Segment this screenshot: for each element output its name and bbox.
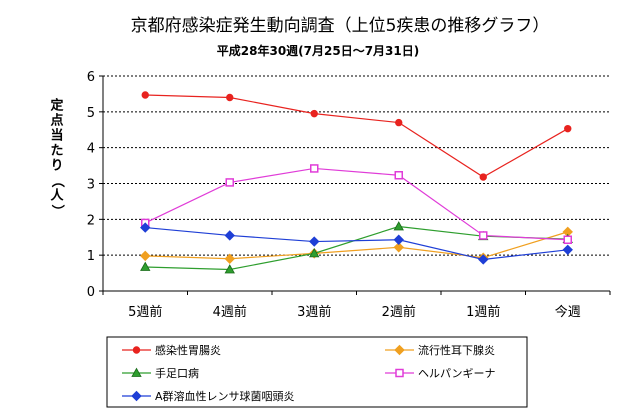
x-tick-label: 2週前 (382, 304, 416, 320)
series (140, 222, 573, 265)
y-tick-label: 0 (87, 285, 95, 300)
series (141, 91, 572, 181)
legend-label: ヘルパンギーナ (418, 367, 496, 380)
y-axis-label-char: （ (50, 174, 66, 187)
data-point (224, 253, 235, 264)
series-line (145, 226, 568, 261)
y-tick-label: 1 (87, 249, 95, 264)
data-point (564, 124, 572, 133)
y-axis-label-char: 人 (50, 188, 64, 204)
series (141, 164, 572, 245)
y-tick-label: 5 (87, 106, 95, 121)
legend-box (106, 336, 528, 408)
data-point (140, 250, 151, 262)
data-point (393, 242, 404, 253)
data-point (224, 264, 235, 274)
series (140, 226, 573, 264)
data-point (393, 234, 404, 245)
data-point (479, 231, 488, 240)
legend-swatch-marker (131, 390, 142, 402)
legend-label: 手足口病 (155, 366, 199, 380)
y-axis-label-char: 定 (49, 98, 63, 114)
chart-title: 京都府感染症発生動向調査（上位5疾患の推移グラフ） (131, 16, 550, 36)
series-line (144, 167, 568, 241)
y-axis-label-char: 当 (50, 128, 63, 144)
data-point (140, 222, 151, 233)
data-point (479, 173, 487, 181)
y-ticks: 0 1 2 3 4 5 6 (87, 70, 103, 300)
legend-swatch-marker (131, 367, 142, 377)
gridlines (103, 75, 610, 256)
data-point (310, 164, 319, 173)
y-axis-label-char: ） (50, 204, 66, 217)
data-point (226, 93, 234, 102)
series-line (145, 94, 569, 178)
chart-subtitle: 平成28年30週(7月25日～7月31日) (217, 43, 419, 58)
data-point (141, 91, 149, 99)
y-tick-label: 2 (87, 213, 95, 228)
data-point (562, 244, 573, 255)
y-tick-label: 4 (87, 142, 95, 157)
data-point (140, 261, 151, 271)
y-axis-label-char: た (50, 144, 63, 159)
x-tick-label: 3週前 (297, 304, 331, 320)
data-point (563, 235, 572, 245)
y-axis-label-char: り (50, 159, 63, 174)
x-ticks: 5週前 4週前 3週前 2週前 1週前 今週 (102, 291, 611, 320)
x-tick-label: 今週 (555, 304, 581, 320)
y-tick-label: 6 (87, 70, 95, 85)
data-point (310, 109, 318, 118)
data-point (309, 248, 320, 258)
data-point (393, 221, 404, 231)
legend-label: 感染性胃腸炎 (155, 343, 221, 357)
x-tick-label: 4週前 (213, 304, 247, 320)
series-line (145, 231, 568, 260)
data-point (394, 171, 403, 180)
series-group (140, 91, 573, 274)
legend-label: A群溶血性レンサ球菌咽頭炎 (155, 389, 295, 403)
data-point (225, 178, 234, 187)
legend-label: 流行性耳下腺炎 (418, 343, 495, 357)
legend-swatch-marker (132, 346, 141, 354)
legend-swatch-marker (394, 344, 405, 356)
x-tick-label: 5週前 (128, 304, 162, 320)
x-tick-label: 1週前 (466, 304, 500, 320)
data-point (478, 254, 489, 265)
data-point (224, 230, 235, 241)
data-point (395, 118, 403, 127)
series (140, 221, 573, 274)
legend-swatch-marker (395, 368, 404, 378)
y-axis-label-char: 点 (50, 113, 63, 129)
y-tick-label: 3 (87, 178, 95, 193)
data-point (309, 236, 320, 247)
